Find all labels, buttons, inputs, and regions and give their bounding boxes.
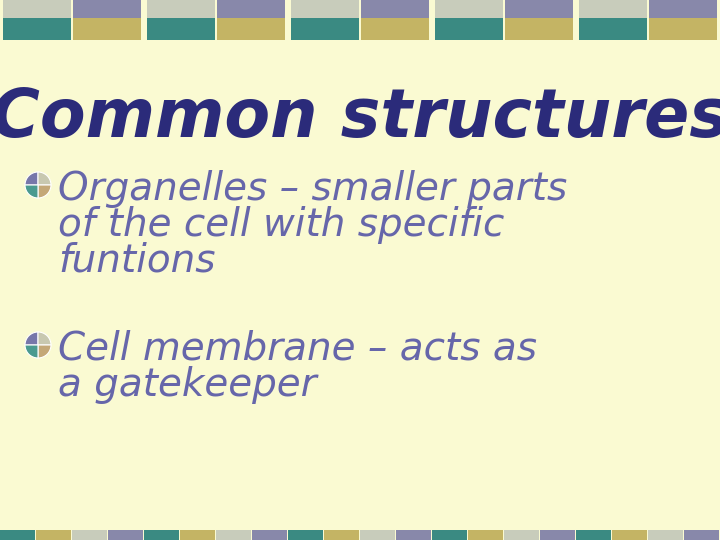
Bar bbox=[505, 0, 573, 18]
Bar bbox=[291, 18, 359, 40]
Wedge shape bbox=[38, 172, 51, 185]
Bar bbox=[217, 0, 285, 18]
Bar bbox=[73, 18, 141, 40]
Bar bbox=[435, 18, 503, 40]
Bar bbox=[0, 530, 35, 540]
Bar bbox=[684, 530, 719, 540]
Bar bbox=[540, 530, 575, 540]
Text: Cell membrane – acts as: Cell membrane – acts as bbox=[58, 330, 537, 368]
Bar bbox=[648, 530, 683, 540]
Bar bbox=[73, 0, 141, 18]
Wedge shape bbox=[25, 332, 38, 345]
Bar bbox=[649, 0, 717, 18]
Wedge shape bbox=[25, 185, 38, 198]
Bar bbox=[579, 0, 647, 18]
Wedge shape bbox=[25, 172, 38, 185]
Bar bbox=[579, 18, 647, 40]
Bar bbox=[361, 0, 429, 18]
Bar bbox=[291, 0, 359, 18]
Wedge shape bbox=[38, 185, 51, 198]
Bar bbox=[3, 0, 71, 18]
Bar bbox=[147, 18, 215, 40]
Bar bbox=[504, 530, 539, 540]
Bar bbox=[252, 530, 287, 540]
Bar bbox=[72, 530, 107, 540]
Bar bbox=[3, 18, 71, 40]
Wedge shape bbox=[38, 345, 51, 358]
Bar bbox=[612, 530, 647, 540]
Bar bbox=[180, 530, 215, 540]
Bar bbox=[468, 530, 503, 540]
Bar bbox=[217, 18, 285, 40]
Bar bbox=[36, 530, 71, 540]
Bar bbox=[361, 18, 429, 40]
Text: of the cell with specific: of the cell with specific bbox=[58, 206, 505, 244]
Wedge shape bbox=[25, 345, 38, 358]
Text: a gatekeeper: a gatekeeper bbox=[58, 366, 317, 404]
Bar bbox=[432, 530, 467, 540]
Bar bbox=[505, 18, 573, 40]
Text: Common structures: Common structures bbox=[0, 85, 720, 151]
Bar bbox=[396, 530, 431, 540]
Bar bbox=[360, 530, 395, 540]
Bar bbox=[288, 530, 323, 540]
Text: funtions: funtions bbox=[58, 242, 215, 280]
Bar bbox=[435, 0, 503, 18]
Bar bbox=[324, 530, 359, 540]
Wedge shape bbox=[38, 332, 51, 345]
Bar bbox=[147, 0, 215, 18]
Bar bbox=[216, 530, 251, 540]
Text: Organelles – smaller parts: Organelles – smaller parts bbox=[58, 170, 567, 208]
Bar bbox=[576, 530, 611, 540]
Bar bbox=[108, 530, 143, 540]
Bar bbox=[144, 530, 179, 540]
Bar bbox=[649, 18, 717, 40]
